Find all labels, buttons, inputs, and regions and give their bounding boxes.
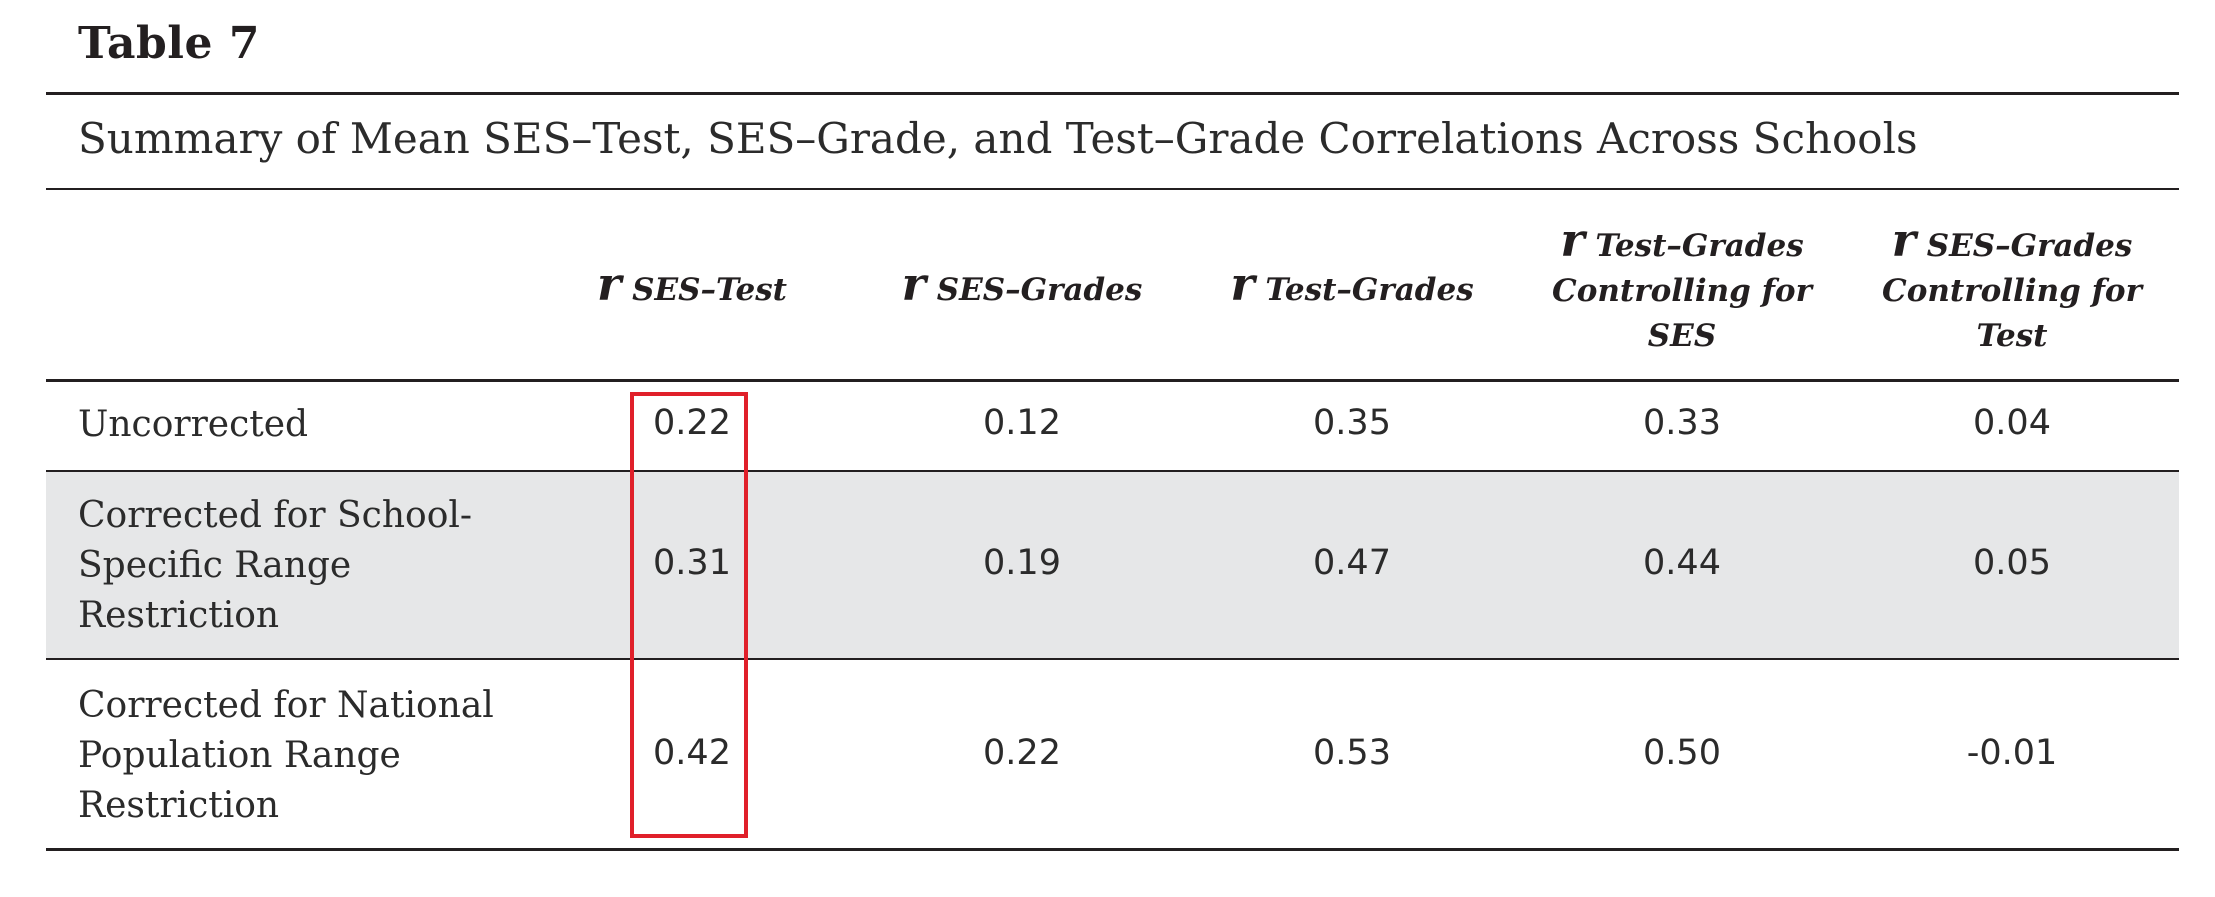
caption-rule [46,188,2179,190]
table-cell: 0.12 [983,403,1061,443]
header-rule [46,379,2179,382]
shaded-row-band [46,472,2179,658]
table-cell: 0.44 [1643,543,1721,583]
column-header-test-grades-controlling-ses: r Test–Grades Controlling for SES [1552,213,1812,354]
table-cell: 0.22 [983,733,1061,773]
column-header-ses-grades-controlling-test: r SES–Grades Controlling for Test [1882,213,2142,354]
table-cell: 0.53 [1313,733,1391,773]
table-cell: 0.31 [653,543,731,583]
column-header-test-grades: r Test–Grades [1230,257,1474,311]
table-cell: 0.19 [983,543,1061,583]
column-header-ses-test: r SES–Test [597,257,787,311]
table-cell: 0.50 [1643,733,1721,773]
table-cell: 0.35 [1313,403,1391,443]
row-rule [46,470,2179,472]
table-cell: 0.42 [653,733,731,773]
table-cell: 0.47 [1313,543,1391,583]
table-cell: 0.05 [1973,543,2051,583]
row-label-school-specific: Corrected for School- Specific Range Res… [78,495,473,636]
column-header-ses-grades: r SES–Grades [901,257,1143,311]
bottom-rule [46,848,2179,851]
row-label-uncorrected: Uncorrected [78,404,309,445]
table-caption: Summary of Mean SES–Test, SES–Grade, and… [78,114,1918,163]
top-rule [46,92,2179,95]
table-label: Table 7 [78,18,260,69]
table-cell: 0.22 [653,403,731,443]
table-cell: 0.33 [1643,403,1721,443]
row-label-national-population: Corrected for National Population Range … [78,685,494,826]
table-cell: -0.01 [1966,733,2058,773]
row-rule [46,658,2179,660]
highlight-box [630,392,748,838]
table-cell: 0.04 [1973,403,2051,443]
